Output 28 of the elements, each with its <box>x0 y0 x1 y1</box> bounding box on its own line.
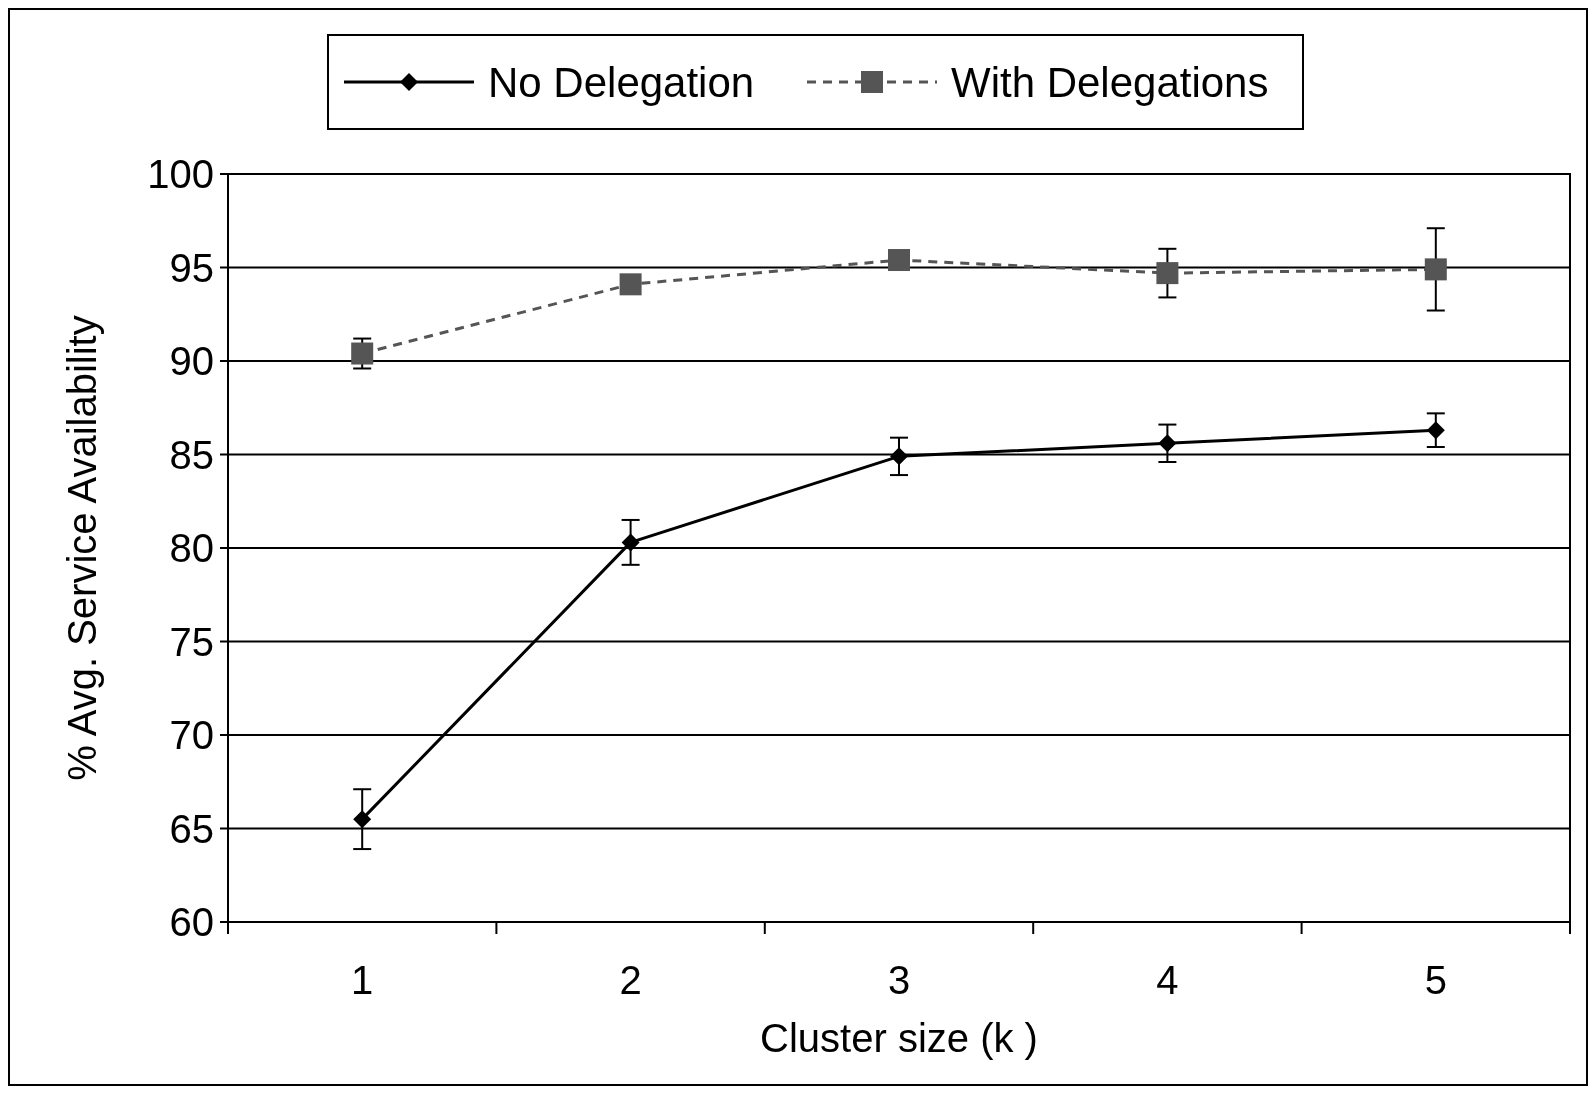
y-tick-label: 60 <box>169 900 214 944</box>
y-axis-title: % Avg. Service Availability <box>60 315 104 781</box>
point <box>621 533 640 552</box>
y-tick-label: 85 <box>169 432 214 477</box>
point <box>888 249 910 272</box>
y-tick-label: 70 <box>169 713 214 757</box>
point <box>890 447 908 466</box>
x-tick-label: 2 <box>619 958 642 1002</box>
y-tick-label: 80 <box>169 526 214 570</box>
legend-label: With Delegations <box>951 58 1269 106</box>
point <box>351 342 374 365</box>
y-tick-label: 100 <box>147 152 214 196</box>
x-tick-label: 4 <box>1156 958 1179 1002</box>
y-tick-label: 95 <box>169 245 214 290</box>
x-tick-label: 1 <box>351 958 374 1002</box>
y-tick-label: 75 <box>169 619 214 664</box>
point <box>1158 434 1177 453</box>
point <box>1426 421 1445 440</box>
x-tick-label: 3 <box>887 958 911 1002</box>
y-tick-label: 90 <box>169 339 214 383</box>
legend-label: No Delegation <box>488 58 755 106</box>
point <box>353 810 372 829</box>
y-tick-label: 65 <box>169 806 214 851</box>
point <box>1156 262 1179 285</box>
point <box>619 273 642 296</box>
x-tick-label: 5 <box>1424 958 1447 1002</box>
point <box>1424 258 1447 281</box>
x-axis-title: Cluster size (k ) <box>760 1016 1038 1060</box>
